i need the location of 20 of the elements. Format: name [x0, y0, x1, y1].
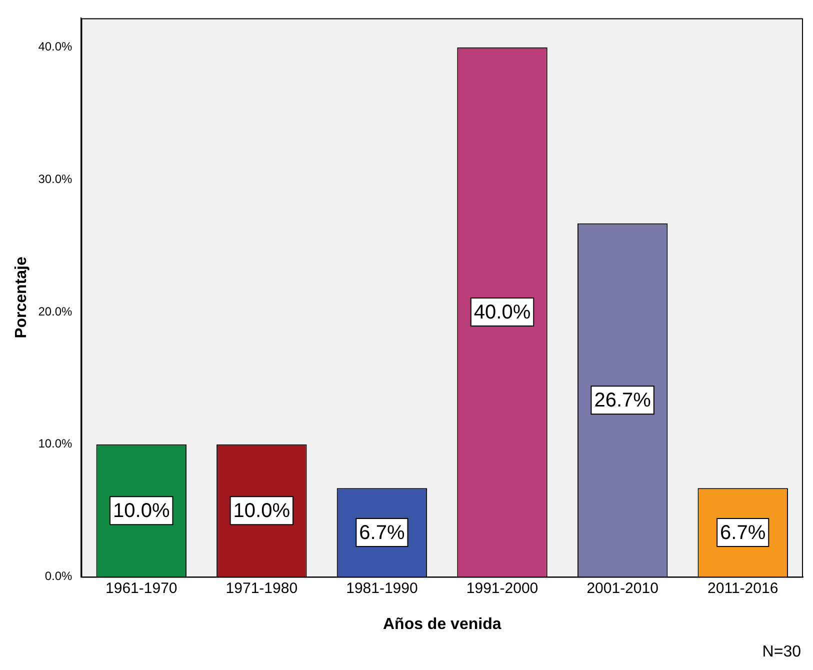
data-label: 6.7% — [720, 522, 766, 544]
x-tick-label: 2001-2010 — [586, 580, 658, 597]
y-tick-label: 20.0% — [38, 304, 73, 318]
data-label: 10.0% — [113, 500, 170, 522]
x-tick-label: 1961-1970 — [106, 580, 178, 597]
text: N=30 — [762, 643, 802, 660]
x-tick-label: 2011-2016 — [708, 580, 778, 597]
x-axis-title: Años de venida — [382, 616, 502, 633]
x-tick-label: 1971-1980 — [226, 580, 298, 597]
x-tick-label: 1981-1990 — [346, 580, 418, 597]
y-tick-label: 30.0% — [38, 172, 73, 186]
data-label: 10.0% — [233, 500, 290, 522]
data-label: 6.7% — [359, 522, 405, 544]
x-tick-label: 1991-2000 — [466, 580, 538, 597]
data-label: 40.0% — [474, 302, 531, 324]
y-tick-label: 0.0% — [44, 569, 73, 584]
y-tick-label: 40.0% — [38, 40, 73, 54]
data-label: 26.7% — [594, 390, 652, 412]
y-axis-title: Porcentaje — [13, 256, 30, 338]
y-tick-label: 10.0% — [38, 436, 73, 451]
